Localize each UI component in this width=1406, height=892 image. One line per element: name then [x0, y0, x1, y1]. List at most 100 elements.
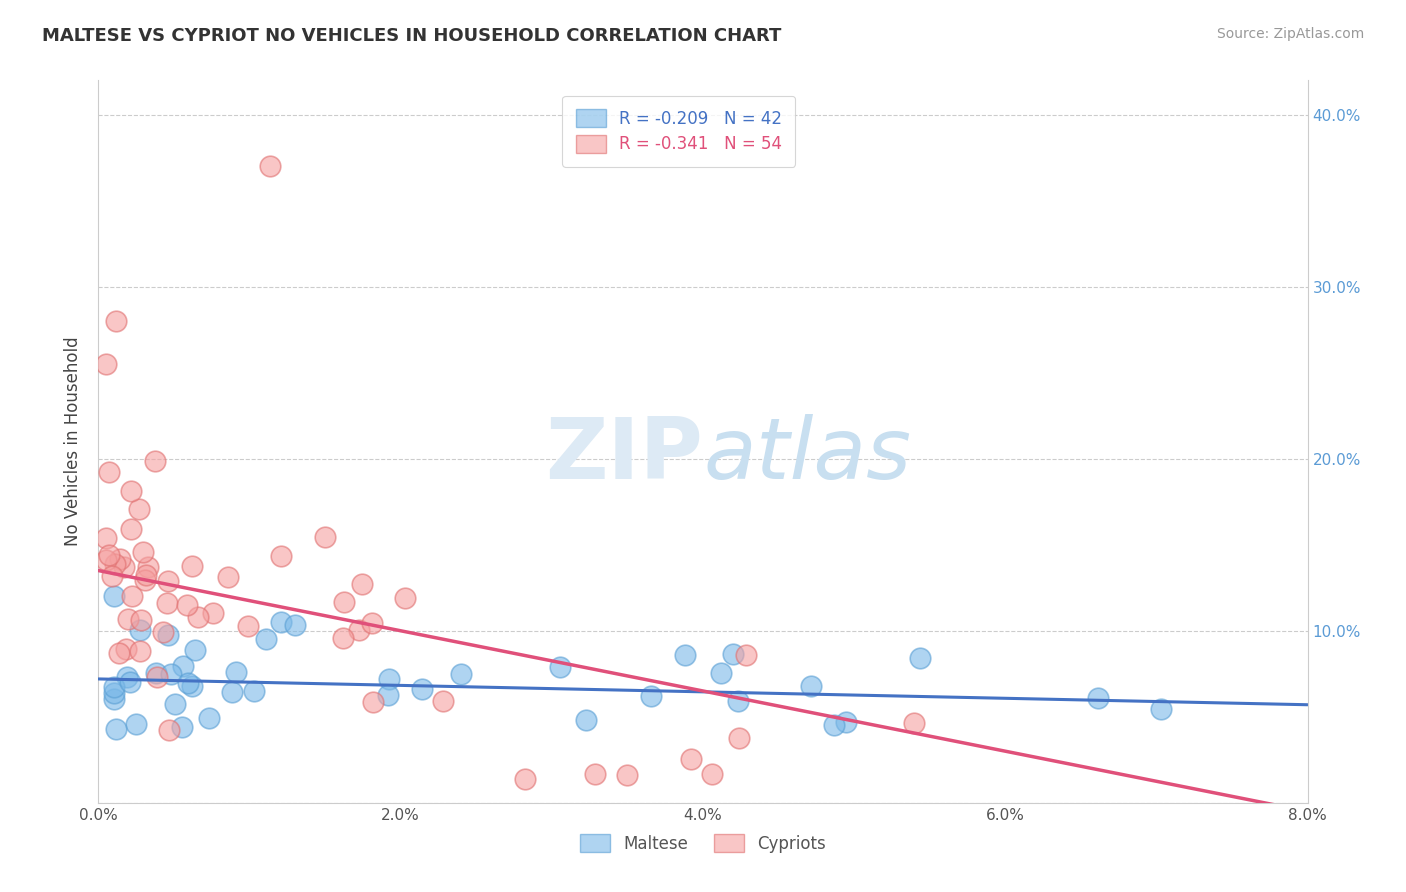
Point — [132, 545, 155, 559]
Point — [120, 675, 142, 690]
Point — [583, 767, 606, 781]
Point — [513, 772, 536, 787]
Point — [120, 522, 142, 536]
Point — [835, 715, 858, 730]
Point — [163, 697, 186, 711]
Point — [221, 684, 243, 698]
Point — [128, 502, 150, 516]
Point — [176, 599, 198, 613]
Point — [548, 660, 571, 674]
Point — [103, 686, 125, 700]
Point — [172, 659, 194, 673]
Point — [259, 159, 281, 173]
Point — [254, 632, 277, 646]
Point — [103, 691, 125, 706]
Point — [145, 666, 167, 681]
Point — [1149, 702, 1171, 716]
Point — [640, 690, 662, 704]
Point — [332, 595, 354, 609]
Text: atlas: atlas — [703, 415, 911, 498]
Point — [114, 559, 136, 574]
Point — [679, 752, 702, 766]
Point — [135, 568, 157, 582]
Text: Source: ZipAtlas.com: Source: ZipAtlas.com — [1216, 27, 1364, 41]
Point — [152, 624, 174, 639]
Point — [198, 711, 221, 725]
Point — [117, 612, 139, 626]
Point — [616, 768, 638, 782]
Point — [270, 615, 292, 630]
Point — [157, 723, 180, 738]
Point — [314, 530, 336, 544]
Point — [823, 718, 845, 732]
Point — [145, 670, 167, 684]
Point — [103, 590, 125, 604]
Y-axis label: No Vehicles in Household: No Vehicles in Household — [65, 336, 83, 547]
Point — [105, 314, 128, 328]
Point — [129, 614, 152, 628]
Point — [187, 610, 209, 624]
Point — [903, 715, 925, 730]
Point — [721, 647, 744, 661]
Point — [180, 559, 202, 574]
Point — [908, 651, 931, 665]
Point — [108, 552, 131, 566]
Point — [411, 682, 433, 697]
Point — [349, 623, 371, 637]
Point — [727, 731, 749, 745]
Point — [363, 695, 385, 709]
Point — [103, 680, 125, 694]
Point — [125, 716, 148, 731]
Point — [160, 667, 183, 681]
Point — [98, 465, 121, 479]
Point — [134, 573, 156, 587]
Point — [172, 720, 194, 734]
Point — [332, 631, 354, 645]
Point — [128, 644, 150, 658]
Point — [181, 679, 204, 693]
Point — [94, 357, 117, 371]
Point — [270, 549, 292, 563]
Point — [157, 628, 180, 642]
Point — [575, 714, 598, 728]
Point — [727, 693, 749, 707]
Point — [104, 722, 127, 736]
Point — [378, 672, 401, 686]
Point — [157, 574, 180, 588]
Point — [361, 615, 384, 630]
Legend: Maltese, Cypriots: Maltese, Cypriots — [574, 828, 832, 860]
Point — [734, 648, 756, 662]
Point — [115, 642, 138, 657]
Point — [128, 624, 150, 638]
Point — [120, 483, 142, 498]
Point — [143, 453, 166, 467]
Point — [107, 646, 129, 660]
Point — [350, 577, 373, 591]
Point — [136, 560, 159, 574]
Point — [243, 683, 266, 698]
Point — [104, 557, 127, 571]
Point — [202, 606, 225, 620]
Point — [710, 666, 733, 681]
Point — [217, 570, 239, 584]
Point — [394, 591, 416, 605]
Point — [183, 643, 205, 657]
Point — [97, 548, 120, 562]
Point — [675, 648, 697, 662]
Point — [432, 694, 454, 708]
Text: ZIP: ZIP — [546, 415, 703, 498]
Point — [800, 679, 823, 693]
Point — [94, 553, 117, 567]
Point — [284, 618, 307, 632]
Point — [121, 589, 143, 603]
Point — [450, 666, 472, 681]
Point — [236, 619, 259, 633]
Point — [101, 569, 124, 583]
Point — [177, 676, 200, 690]
Point — [700, 767, 723, 781]
Point — [225, 665, 247, 679]
Text: MALTESE VS CYPRIOT NO VEHICLES IN HOUSEHOLD CORRELATION CHART: MALTESE VS CYPRIOT NO VEHICLES IN HOUSEH… — [42, 27, 782, 45]
Point — [377, 688, 399, 702]
Point — [94, 531, 117, 545]
Point — [156, 596, 179, 610]
